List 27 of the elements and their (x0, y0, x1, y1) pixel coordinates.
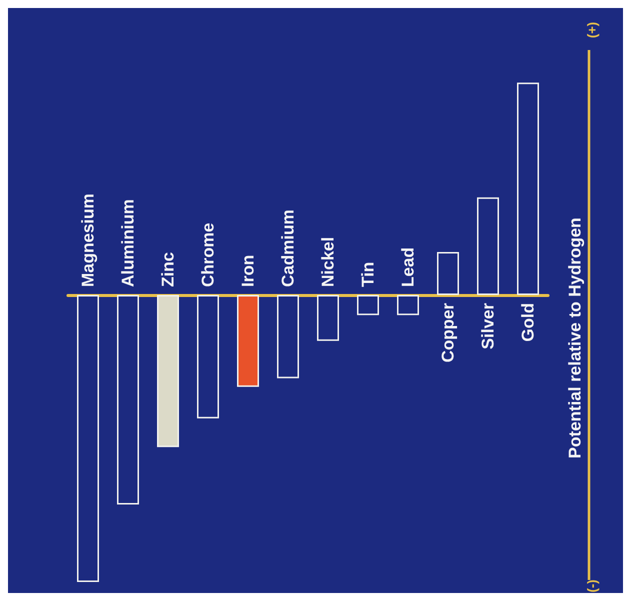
bar (197, 295, 219, 418)
bar (77, 295, 99, 582)
x-tick-label: Cadmium (278, 210, 298, 287)
x-tick-label: Magnesium (78, 193, 98, 287)
bar (277, 295, 299, 378)
text: (-) (584, 580, 600, 592)
y-axis-title: Potential relative to Hydrogen (566, 218, 584, 458)
bar (477, 197, 499, 295)
x-tick-label: Iron (238, 254, 258, 287)
x-tick-label: Chrome (198, 222, 218, 287)
text: (+) (584, 22, 600, 38)
bar (117, 295, 139, 505)
bar (157, 295, 179, 448)
bar (517, 82, 539, 295)
x-tick-label: Nickel (318, 236, 338, 287)
bar (357, 295, 379, 316)
x-tick-label: Gold (518, 303, 538, 342)
x-tick-label: Aluminium (118, 199, 138, 287)
bar (317, 295, 339, 341)
x-tick-label: Lead (398, 247, 418, 287)
x-tick-label: Zinc (158, 252, 178, 287)
bar (437, 252, 459, 295)
x-tick-label: Tin (358, 262, 378, 287)
x-tick-label: Copper (438, 302, 458, 362)
bar (397, 295, 419, 316)
bar (237, 295, 259, 387)
x-tick-label: Silver (478, 302, 498, 350)
